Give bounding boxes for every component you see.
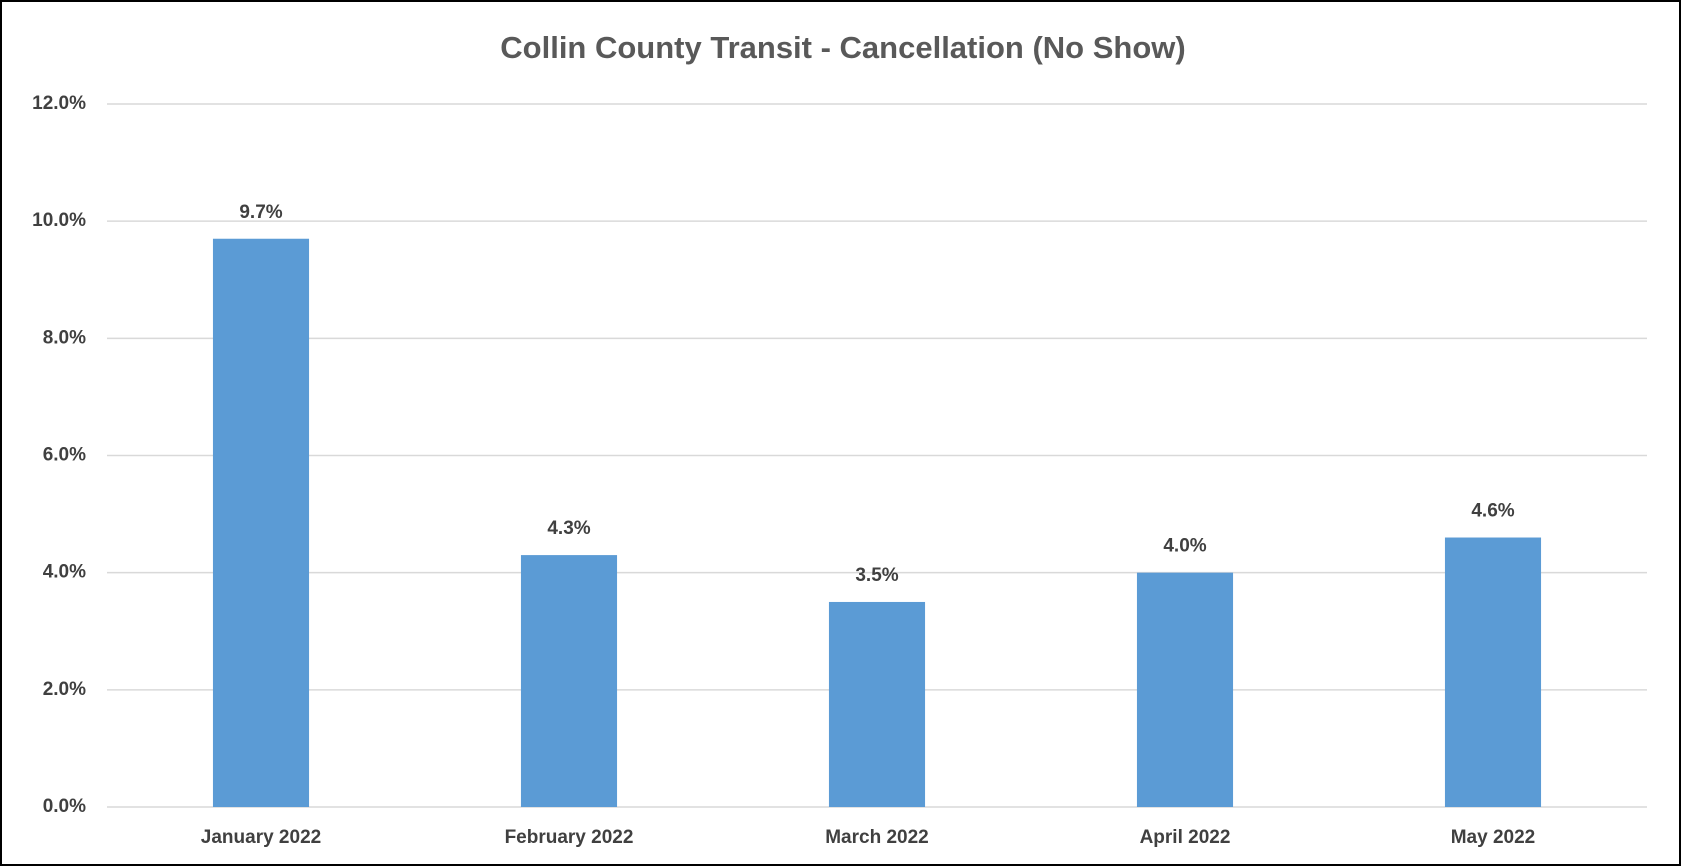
x-tick-label: March 2022 bbox=[825, 827, 929, 848]
y-tick-label: 4.0% bbox=[43, 562, 86, 583]
bar bbox=[520, 555, 618, 807]
x-tick-label: April 2022 bbox=[1140, 827, 1231, 848]
x-tick-label: May 2022 bbox=[1451, 827, 1536, 848]
bar bbox=[1136, 572, 1234, 807]
bar bbox=[828, 601, 926, 807]
y-tick-label: 2.0% bbox=[43, 679, 86, 700]
data-label: 4.6% bbox=[1471, 501, 1514, 522]
data-label: 9.7% bbox=[239, 202, 282, 223]
y-tick-label: 12.0% bbox=[32, 93, 86, 114]
y-tick-label: 10.0% bbox=[32, 210, 86, 231]
bar bbox=[212, 238, 310, 807]
x-tick-label: January 2022 bbox=[201, 827, 321, 848]
data-label: 3.5% bbox=[855, 565, 898, 586]
data-label: 4.0% bbox=[1163, 536, 1206, 557]
y-tick-label: 8.0% bbox=[43, 327, 86, 348]
data-label: 4.3% bbox=[547, 518, 590, 539]
y-tick-label: 6.0% bbox=[43, 445, 86, 466]
chart-title: Collin County Transit - Cancellation (No… bbox=[500, 30, 1185, 65]
y-tick-label: 0.0% bbox=[43, 796, 86, 817]
x-tick-label: February 2022 bbox=[505, 827, 634, 848]
bar bbox=[1444, 537, 1542, 807]
